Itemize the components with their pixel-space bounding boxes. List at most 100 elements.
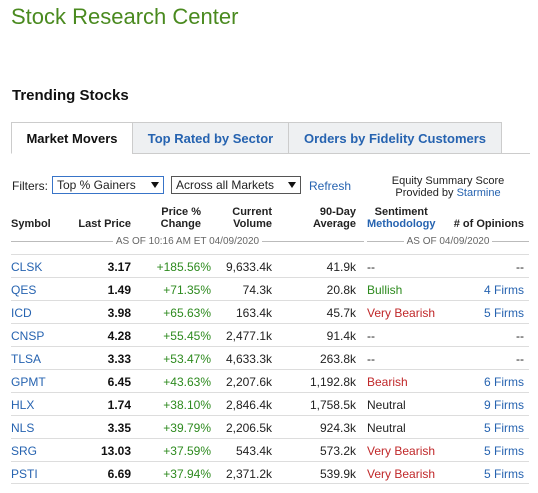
- refresh-link[interactable]: Refresh: [309, 179, 352, 193]
- opinions[interactable]: 9 Firms: [484, 398, 524, 412]
- opinions[interactable]: 5 Firms: [484, 444, 524, 458]
- current-volume: 2,846.4k: [225, 398, 272, 412]
- market-select[interactable]: Across all Markets: [171, 176, 301, 194]
- starmine-link[interactable]: Starmine: [456, 187, 501, 199]
- sentiment: Bearish: [367, 375, 408, 389]
- table-row: CLSK 3.17 +185.56% 9,633.4k 41.9k -- --: [11, 254, 529, 277]
- last-price: 3.17: [107, 260, 131, 274]
- col-volume-line1: Current: [232, 206, 272, 218]
- sentiment: Bullish: [367, 283, 403, 297]
- sentiment: --: [367, 352, 375, 366]
- col-sentiment-line1: Sentiment: [374, 206, 428, 218]
- chevron-down-icon: [151, 182, 159, 188]
- gainers-select[interactable]: Top % Gainers: [52, 176, 164, 194]
- opinions: --: [516, 260, 524, 274]
- current-volume: 2,371.2k: [225, 467, 272, 481]
- average-volume: 1,192.8k: [309, 375, 356, 389]
- col-last-price: Last Price: [78, 218, 131, 230]
- tab-market-movers[interactable]: Market Movers: [11, 122, 133, 154]
- opinions[interactable]: 4 Firms: [484, 283, 524, 297]
- last-price: 4.28: [107, 329, 131, 343]
- last-price: 3.98: [107, 306, 131, 320]
- col-price-change-line1: Price %: [161, 206, 201, 218]
- price-change: +39.79%: [163, 421, 211, 435]
- current-volume: 9,633.4k: [225, 260, 272, 274]
- table-row: CNSP 4.28 +55.45% 2,477.1k 91.4k -- --: [11, 323, 529, 346]
- chevron-down-icon: [288, 182, 296, 188]
- market-select-value: Across all Markets: [176, 178, 275, 192]
- methodology-link[interactable]: Methodology: [367, 218, 436, 230]
- table-row: ICD 3.98 +65.63% 163.4k 45.7k Very Bearish 5 F…: [11, 300, 529, 323]
- current-volume: 2,206.5k: [225, 421, 272, 435]
- symbol-link[interactable]: CLSK: [11, 260, 43, 274]
- gainers-select-value: Top % Gainers: [57, 178, 136, 192]
- sentiment: Very Bearish: [367, 306, 436, 320]
- current-volume: 74.3k: [242, 283, 272, 297]
- last-price: 3.35: [107, 421, 131, 435]
- table-row: SRG 13.03 +37.59% 543.4k 573.2k Very Bearish 5…: [11, 438, 529, 461]
- col-opinions: # of Opinions: [453, 218, 524, 230]
- current-volume: 4,633.3k: [225, 352, 272, 366]
- price-change: +65.63%: [163, 306, 211, 320]
- sentiment: Neutral: [367, 398, 406, 412]
- symbol-link[interactable]: PSTI: [11, 467, 38, 481]
- symbol-link[interactable]: ICD: [11, 306, 32, 320]
- price-change: +55.45%: [163, 329, 211, 343]
- symbol-link[interactable]: QES: [11, 283, 37, 297]
- col-sentiment: Sentiment Methodology: [367, 206, 435, 230]
- last-price: 1.49: [107, 283, 131, 297]
- average-volume: 20.8k: [326, 283, 356, 297]
- col-90-day-average: 90-Day Average: [313, 206, 356, 230]
- current-volume: 543.4k: [235, 444, 272, 458]
- opinions: --: [516, 352, 524, 366]
- table-row: PSTI 6.69 +37.94% 2,371.2k 539.9k Very Bearis…: [11, 461, 529, 484]
- symbol-link[interactable]: SRG: [11, 444, 38, 458]
- opinions[interactable]: 5 Firms: [484, 306, 524, 320]
- opinions[interactable]: 5 Firms: [484, 467, 524, 481]
- sentiment: Very Bearish: [367, 444, 436, 458]
- col-price-change-line2: Change: [160, 218, 201, 230]
- price-change: +37.59%: [163, 444, 211, 458]
- price-change: +38.10%: [163, 398, 211, 412]
- average-volume: 91.4k: [326, 329, 356, 343]
- symbol-link[interactable]: TLSA: [11, 352, 42, 366]
- symbol-link[interactable]: GPMT: [11, 375, 46, 389]
- col-price-change: Price % Change: [161, 206, 201, 230]
- average-volume: 573.2k: [319, 444, 356, 458]
- average-volume: 539.9k: [319, 467, 356, 481]
- symbol-link[interactable]: HLX: [11, 398, 35, 412]
- last-price: 1.74: [107, 398, 131, 412]
- average-volume: 1,758.5k: [309, 398, 356, 412]
- col-average-line2: Average: [312, 218, 356, 230]
- opinions[interactable]: 6 Firms: [484, 375, 524, 389]
- tab-bar: Market Movers Top Rated by Sector Orders…: [11, 122, 502, 154]
- current-volume: 2,477.1k: [225, 329, 272, 343]
- symbol-link[interactable]: CNSP: [11, 329, 45, 343]
- current-volume: 2,207.6k: [225, 375, 272, 389]
- filters-label: Filters:: [12, 179, 48, 193]
- last-price: 13.03: [100, 444, 131, 458]
- symbol-link[interactable]: NLS: [11, 421, 35, 435]
- last-price: 3.33: [107, 352, 131, 366]
- table-row: NLS 3.35 +39.79% 2,206.5k 924.3k Neutral 5 Fir…: [11, 415, 529, 438]
- table-row: HLX 1.74 +38.10% 2,846.4k 1,758.5k Neutral 9 F…: [11, 392, 529, 415]
- as-of-date-label: AS OF 04/09/2020: [406, 236, 490, 247]
- price-change: +185.56%: [156, 260, 211, 274]
- average-volume: 924.3k: [319, 421, 356, 435]
- sentiment: --: [367, 329, 375, 343]
- col-average-line1: 90-Day: [319, 206, 356, 218]
- last-price: 6.45: [107, 375, 131, 389]
- last-price: 6.69: [107, 467, 131, 481]
- sentiment: Neutral: [367, 421, 406, 435]
- price-change: +71.35%: [163, 283, 211, 297]
- tab-top-rated-by-sector[interactable]: Top Rated by Sector: [132, 122, 289, 154]
- col-current-volume: Current Volume: [232, 206, 272, 230]
- section-title: Trending Stocks: [12, 87, 129, 104]
- average-volume: 45.7k: [326, 306, 356, 320]
- as-of-time-divider: AS OF 10:16 AM ET 04/09/2020: [11, 236, 364, 247]
- tab-orders-by-fidelity-customers[interactable]: Orders by Fidelity Customers: [288, 122, 502, 154]
- page-title: Stock Research Center: [11, 4, 239, 29]
- current-volume: 163.4k: [235, 306, 272, 320]
- tab-divider: [502, 153, 530, 154]
- opinions[interactable]: 5 Firms: [484, 421, 524, 435]
